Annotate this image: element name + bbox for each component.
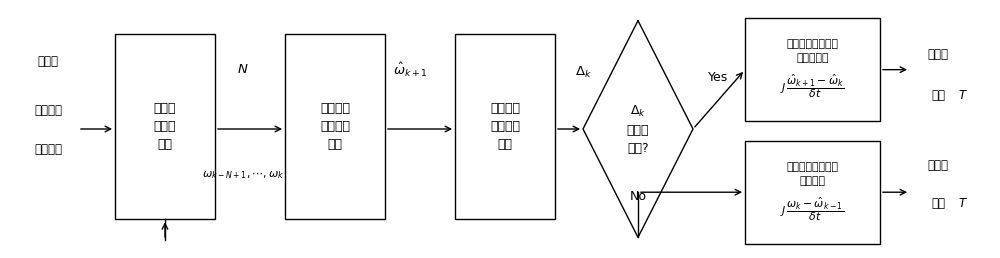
- Text: $T$: $T$: [958, 89, 968, 102]
- Bar: [745, 18, 880, 121]
- Text: 离散灰色
预测模型
计算: 离散灰色 预测模型 计算: [320, 102, 350, 151]
- Text: 输入：: 输入：: [38, 55, 58, 68]
- Text: 建模数
据长度
选择: 建模数 据长度 选择: [154, 102, 176, 151]
- Text: Yes: Yes: [708, 71, 728, 84]
- Text: 力矩: 力矩: [931, 89, 945, 102]
- Text: $\hat{\omega}_{k+1}$: $\hat{\omega}_{k+1}$: [393, 61, 427, 79]
- Polygon shape: [583, 21, 693, 237]
- Text: $N$: $N$: [237, 63, 249, 76]
- Text: No: No: [630, 190, 646, 203]
- Text: 力矩: 力矩: [931, 197, 945, 210]
- Text: 基于灰色预测模型
的力矩计算
$J\,\dfrac{\hat{\omega}_{k+1}-\hat{\omega}_k}{\delta t}$: 基于灰色预测模型 的力矩计算 $J\,\dfrac{\hat{\omega}_{…: [780, 39, 845, 100]
- Text: $\Delta_k$
小于设
定值?: $\Delta_k$ 小于设 定值?: [627, 103, 649, 155]
- Text: 速测量值: 速测量值: [34, 143, 62, 156]
- Text: 输出：: 输出：: [928, 48, 948, 61]
- Bar: [745, 141, 880, 244]
- Bar: [455, 34, 555, 219]
- Bar: [285, 34, 385, 219]
- Text: 动量轮转: 动量轮转: [34, 104, 62, 117]
- Text: $\omega_{k-N+1},\cdots,\omega_k$: $\omega_{k-N+1},\cdots,\omega_k$: [202, 170, 284, 181]
- Text: $\Delta_k$: $\Delta_k$: [575, 65, 591, 80]
- Text: 输出：: 输出：: [928, 159, 948, 172]
- Bar: [115, 34, 215, 219]
- Text: 基于测量值修正的
力矩计算
$J\,\dfrac{\omega_k-\hat{\omega}_{k-1}}{\delta t}$: 基于测量值修正的 力矩计算 $J\,\dfrac{\omega_k-\hat{\…: [780, 162, 845, 223]
- Text: 平均相对
建模误差
计算: 平均相对 建模误差 计算: [490, 102, 520, 151]
- Text: $T$: $T$: [958, 197, 968, 210]
